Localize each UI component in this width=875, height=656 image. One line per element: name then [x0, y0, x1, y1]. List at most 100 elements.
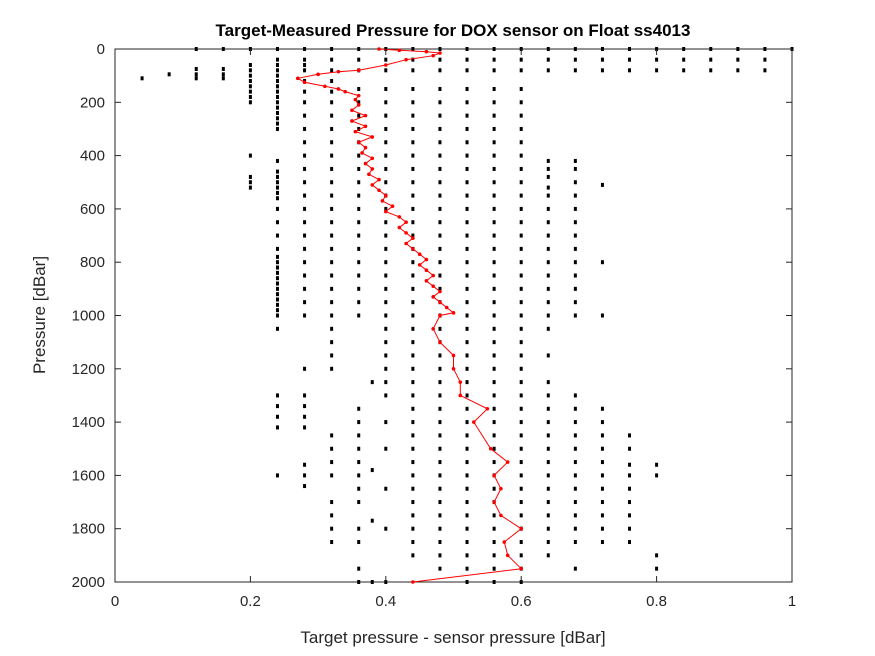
scatter-point [682, 47, 686, 51]
profile-point [363, 124, 368, 129]
scatter-point [248, 73, 252, 78]
scatter-point [465, 500, 469, 505]
scatter-point [357, 100, 361, 105]
scatter-point [303, 404, 307, 409]
profile-point [492, 500, 496, 504]
profile-point [316, 72, 320, 77]
scatter-point [465, 140, 469, 145]
scatter-point [411, 380, 415, 385]
scatter-point [303, 484, 307, 489]
scatter-point [465, 433, 469, 438]
profile-point [411, 247, 415, 251]
scatter-point [303, 246, 307, 251]
scatter-point [275, 473, 279, 478]
scatter-point [438, 113, 442, 118]
scatter-point [519, 273, 523, 278]
profile-point [499, 513, 503, 518]
scatter-point [357, 460, 361, 465]
scatter-point [384, 57, 388, 62]
scatter-point [465, 553, 469, 558]
profile-point [451, 311, 456, 315]
scatter-point [573, 540, 577, 545]
scatter-point [709, 47, 713, 51]
scatter-point [492, 206, 496, 211]
scatter-point [628, 57, 632, 62]
scatter-point [357, 206, 361, 211]
scatter-point [194, 66, 198, 71]
scatter-point [330, 100, 334, 105]
scatter-point [384, 126, 388, 131]
scatter-point [573, 57, 577, 62]
scatter-point [573, 193, 577, 198]
scatter-point [221, 72, 225, 77]
scatter-point [465, 313, 469, 318]
scatter-point [519, 366, 523, 371]
scatter-point [438, 420, 442, 425]
profile-point [417, 263, 422, 267]
scatter-point [600, 446, 604, 451]
scatter-point [275, 169, 279, 174]
scatter-point [357, 473, 361, 478]
scatter-point [573, 68, 577, 73]
scatter-point [546, 433, 550, 438]
scatter-point [384, 393, 388, 398]
profile-point [411, 580, 415, 584]
profile-point [424, 49, 429, 54]
scatter-point [330, 180, 334, 185]
y-tick-label: 600 [80, 201, 105, 218]
scatter-point [303, 473, 307, 478]
scatter-point [357, 540, 361, 545]
scatter-point [330, 526, 334, 531]
profile-point [485, 406, 490, 411]
scatter-point [519, 513, 523, 518]
scatter-point [275, 68, 279, 73]
scatter-point [275, 73, 279, 78]
scatter-point [546, 473, 550, 478]
scatter-point [248, 84, 252, 89]
profile-point [295, 76, 300, 81]
scatter-point [465, 233, 469, 238]
scatter-point [628, 433, 632, 438]
profile-point [472, 420, 476, 424]
scatter-point [763, 68, 767, 73]
y-tick-label: 200 [80, 94, 105, 111]
scatter-point [411, 86, 415, 91]
scatter-point [384, 233, 388, 238]
scatter-point [655, 68, 659, 73]
scatter-point [546, 174, 550, 179]
scatter-point [465, 246, 469, 251]
scatter-point [438, 68, 442, 73]
scatter-point [370, 380, 374, 385]
scatter-point [573, 460, 577, 465]
scatter-point [546, 206, 550, 211]
scatter-point [465, 47, 469, 51]
scatter-point [573, 486, 577, 491]
scatter-point [438, 140, 442, 145]
scatter-point [357, 193, 361, 198]
scatter-point [384, 486, 388, 491]
profile-point [492, 473, 496, 478]
y-tick-label: 0 [97, 41, 105, 58]
scatter-point [709, 57, 713, 62]
scatter-point [600, 433, 604, 438]
scatter-point [384, 86, 388, 91]
scatter-point [275, 270, 279, 275]
scatter-point [519, 460, 523, 465]
scatter-point [709, 68, 713, 73]
scatter-point [519, 100, 523, 105]
scatter-point [519, 220, 523, 225]
scatter-point [600, 313, 604, 318]
scatter-point [438, 393, 442, 398]
y-tick-label: 1600 [72, 467, 105, 484]
scatter-point [492, 286, 496, 291]
profile-point [360, 151, 364, 155]
x-tick-label: 1 [788, 593, 796, 610]
scatter-point [411, 553, 415, 558]
scatter-point [357, 446, 361, 451]
scatter-point [411, 126, 415, 131]
scatter-point [303, 313, 307, 318]
scatter-point [411, 180, 415, 185]
scatter-point [573, 286, 577, 291]
scatter-point [492, 580, 496, 584]
scatter-point [573, 513, 577, 518]
